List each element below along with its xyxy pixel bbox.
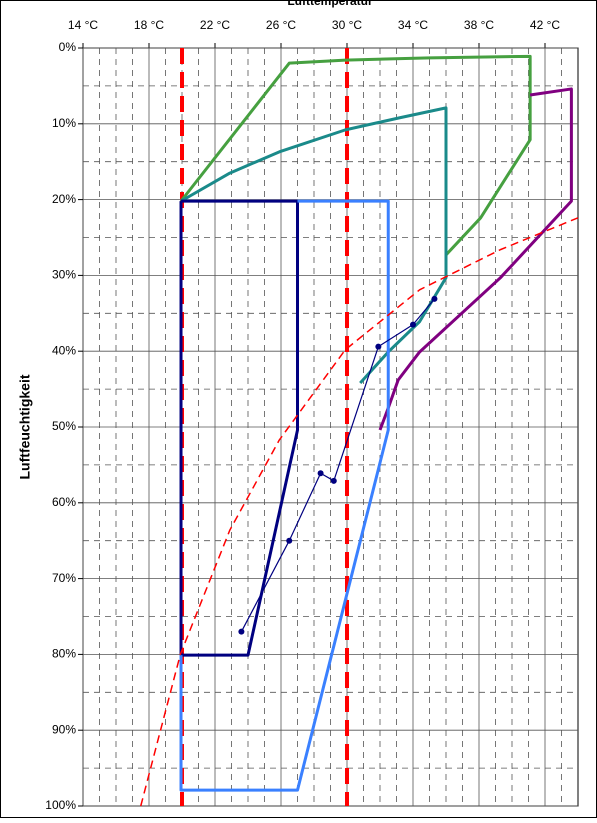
y-tick-label: 100% (45, 798, 76, 812)
y-tick-label: 30% (52, 268, 76, 282)
x-tick-label: 22 °C (200, 18, 230, 32)
x-tick-label: 26 °C (266, 18, 296, 32)
data-point (286, 537, 293, 544)
y-tick-label: 0% (59, 40, 77, 54)
series-line (378, 87, 573, 431)
y-tick-label: 60% (52, 495, 76, 509)
series-line (179, 54, 532, 256)
data-point (375, 343, 382, 350)
y-tick-label: 90% (52, 722, 76, 736)
x-tick-label: 38 °C (464, 18, 494, 32)
data-point (410, 321, 416, 328)
data-point (431, 295, 438, 302)
y-axis-title: Luftfeuchtigkeit (17, 374, 33, 479)
y-tick-label: 40% (52, 343, 76, 357)
x-tick-label: 14 °C (68, 18, 98, 32)
y-tick-label: 50% (52, 419, 76, 433)
y-tick-label: 20% (52, 192, 76, 206)
series-line (179, 199, 390, 792)
y-tick-label: 10% (52, 116, 76, 130)
series-line (140, 217, 579, 807)
x-axis-title: Lufttemperatur (287, 0, 373, 8)
series-line (180, 106, 448, 385)
data-point (238, 628, 245, 635)
data-point (317, 470, 324, 477)
x-tick-label: 18 °C (134, 18, 164, 32)
x-tick-label: 34 °C (398, 18, 428, 32)
series-line (179, 199, 299, 657)
y-tick-label: 80% (52, 647, 76, 661)
x-tick-label: 30 °C (332, 18, 362, 32)
x-tick-label: 42 °C (530, 18, 560, 32)
data-point (330, 477, 337, 484)
y-tick-label: 70% (52, 571, 76, 585)
